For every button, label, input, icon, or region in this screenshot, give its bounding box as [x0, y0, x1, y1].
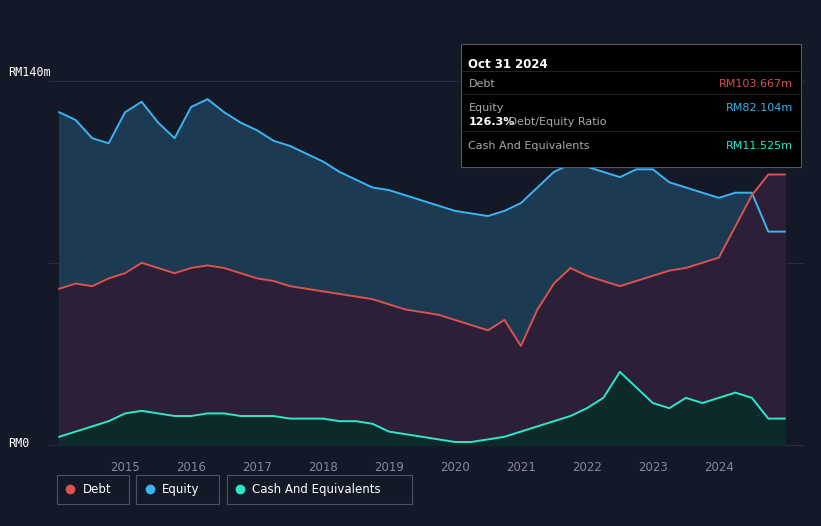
FancyBboxPatch shape	[227, 475, 412, 504]
Text: Cash And Equivalents: Cash And Equivalents	[469, 141, 590, 151]
Text: RM11.525m: RM11.525m	[727, 141, 793, 151]
Text: Oct 31 2024: Oct 31 2024	[469, 58, 548, 71]
Text: Debt: Debt	[469, 79, 495, 89]
Text: Cash And Equivalents: Cash And Equivalents	[252, 483, 381, 496]
Text: Equity: Equity	[162, 483, 200, 496]
Text: RM140m: RM140m	[7, 66, 50, 79]
Text: Debt/Equity Ratio: Debt/Equity Ratio	[505, 117, 606, 127]
Text: RM103.667m: RM103.667m	[719, 79, 793, 89]
Text: RM0: RM0	[7, 437, 29, 450]
Text: Debt: Debt	[82, 483, 111, 496]
FancyBboxPatch shape	[57, 475, 129, 504]
Text: RM82.104m: RM82.104m	[726, 103, 793, 113]
FancyBboxPatch shape	[461, 44, 800, 167]
Text: 126.3%: 126.3%	[469, 117, 515, 127]
Text: Equity: Equity	[469, 103, 504, 113]
FancyBboxPatch shape	[136, 475, 219, 504]
